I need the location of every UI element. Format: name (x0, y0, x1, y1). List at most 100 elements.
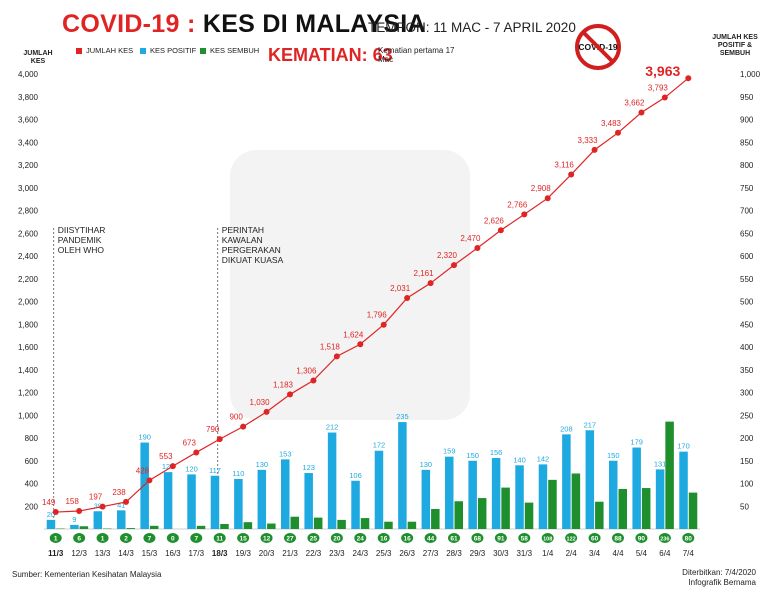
total-cases-point (591, 146, 598, 153)
recovered-badge (565, 533, 578, 543)
bar-positive (562, 434, 571, 529)
total-cases-label: 1,624 (343, 330, 364, 339)
total-cases-label: 197 (89, 493, 103, 502)
bar-recovered (313, 517, 323, 529)
recovered-badge (237, 533, 250, 543)
recovered-badge-label: 1 (101, 536, 105, 543)
bar-positive (398, 422, 407, 529)
bar-positive-label: 123 (302, 463, 315, 472)
bar-positive-label: 172 (373, 441, 386, 450)
left-axis-tick: 1,400 (18, 366, 39, 375)
annotation-mco-text: PERINTAH (222, 225, 264, 235)
bar-recovered (688, 492, 698, 529)
total-cases-point (99, 503, 106, 510)
total-cases-label: 2,626 (484, 216, 505, 225)
bar-recovered (548, 479, 557, 529)
bar-positive (351, 480, 360, 529)
bar-positive-label: 39 (94, 501, 102, 510)
bar-positive-label: 9 (72, 515, 76, 524)
bar-recovered (571, 473, 581, 529)
bar-positive (234, 478, 243, 529)
x-axis-tick: 12/3 (71, 549, 87, 558)
bar-recovered (79, 526, 89, 529)
footer-source: Sumber: Kementerian Kesihatan Malaysia (12, 570, 162, 579)
total-cases-point (685, 75, 692, 82)
chart-title: COVID-19 : KES DI MALAYSIA (62, 10, 426, 39)
x-axis-tick: 19/3 (235, 549, 251, 558)
left-axis-tick: 3,600 (18, 116, 39, 125)
bar-recovered (384, 521, 393, 529)
bar-positive-label: 140 (513, 455, 526, 464)
total-cases-label: 149 (42, 498, 56, 507)
left-axis-tick: 2,000 (18, 298, 39, 307)
title-malaysia: KES DI MALAYSIA (202, 10, 426, 38)
bar-positive (679, 451, 688, 529)
bar-recovered (407, 521, 417, 529)
recovered-badge-label: 6 (77, 536, 81, 543)
annotation-who-text: DIISYTIHAR (58, 225, 106, 235)
bar-recovered (126, 528, 135, 529)
annotation-mco-text: KAWALAN (222, 235, 263, 245)
recovered-badge-label: 16 (380, 536, 388, 543)
left-axis-tick: 3,200 (18, 161, 39, 170)
bar-positive-label: 156 (490, 448, 503, 457)
bar-positive (632, 447, 641, 529)
period-label: TEMPOH: 11 MAC - 7 APRIL 2020 (368, 20, 576, 35)
total-cases-point (474, 245, 481, 252)
deaths-note: Kematian pertama 17 Mac (378, 46, 455, 64)
footer-published: Diterbitkan: 7/4/2020 Infografik Bernama (660, 568, 756, 588)
right-axis-tick: 250 (740, 411, 754, 420)
recovered-badge-label: 24 (357, 536, 365, 543)
total-cases-label: 900 (229, 413, 243, 422)
total-cases-point (193, 449, 200, 456)
recovered-badge (658, 533, 671, 543)
x-axis-tick: 24/3 (352, 549, 368, 558)
bar-positive (187, 474, 196, 529)
bar-positive (210, 475, 220, 529)
left-axis-tick: 2,800 (18, 207, 39, 216)
bar-recovered (477, 498, 487, 529)
total-cases-point (521, 211, 528, 218)
total-cases-label: 2,031 (390, 284, 411, 293)
recovered-badge (401, 533, 414, 543)
total-cases-point (568, 171, 575, 178)
left-axis-tick: 600 (25, 457, 39, 466)
total-cases-point (544, 195, 551, 202)
bar-recovered (595, 501, 604, 529)
recovered-badge-label: 7 (148, 536, 152, 543)
recovered-badge-label: 0 (171, 536, 175, 543)
legend-recovered-swatch (200, 47, 206, 54)
x-axis-tick: 31/3 (516, 549, 532, 558)
x-axis-tick: 17/3 (188, 549, 204, 558)
annotation-who-text: OLEH WHO (58, 245, 105, 255)
total-cases-point (638, 109, 645, 116)
bar-recovered (337, 519, 346, 529)
left-axis-tick: 2,200 (18, 275, 39, 284)
total-cases-point (333, 353, 340, 360)
annotation-who-text: PANDEMIK (58, 235, 102, 245)
bar-positive-label: 142 (537, 454, 550, 463)
recovered-badge-label: 108 (543, 537, 552, 543)
recovered-badge (354, 533, 367, 543)
bar-recovered (290, 516, 299, 529)
recovered-badge (377, 533, 390, 543)
bar-recovered (243, 522, 253, 529)
annotation-mco-text: DIKUAT KUASA (222, 255, 284, 265)
x-axis-tick: 6/4 (659, 549, 671, 558)
x-axis-tick: 23/3 (329, 549, 345, 558)
total-cases-point (427, 280, 434, 287)
total-cases-label: 238 (112, 488, 126, 497)
left-axis-tick: 3,800 (18, 93, 39, 102)
bar-positive-label: 120 (185, 464, 198, 473)
left-axis-tick: 3,000 (18, 184, 39, 193)
right-axis-tick: 450 (740, 320, 754, 329)
recovered-badge (588, 533, 601, 543)
total-cases-label: 3,793 (648, 84, 669, 93)
recovered-badge (307, 533, 320, 543)
total-cases-label: 1,518 (320, 342, 341, 351)
recovered-badge-label: 1 (54, 536, 58, 543)
right-axis-tick: 100 (740, 480, 754, 489)
recovered-badge-label: 236 (660, 537, 669, 543)
recovered-badge (166, 533, 179, 543)
bar-positive (304, 473, 313, 529)
